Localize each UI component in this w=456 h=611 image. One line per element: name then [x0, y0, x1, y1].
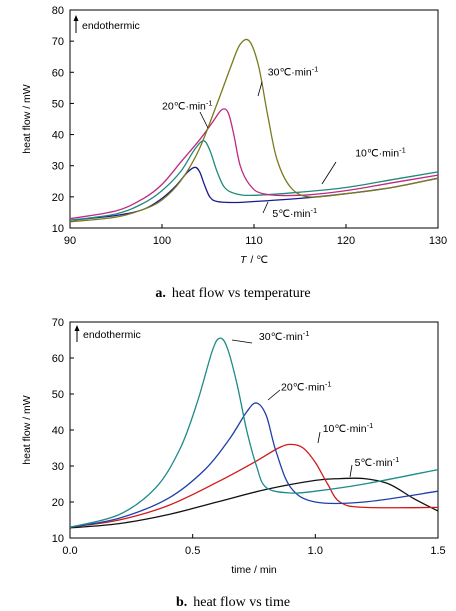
series-line-b-1	[69, 443, 439, 528]
x-axis-label-a: T / ℃	[240, 254, 268, 266]
series-line-a-2	[69, 108, 439, 220]
caption-a-prefix: a.	[155, 286, 166, 301]
x-tick-label: 120	[337, 235, 355, 247]
leader-line	[349, 464, 353, 478]
y-axis-label-a: heat flow / mW	[21, 84, 33, 154]
y-tick-label: 30	[52, 461, 64, 473]
curve-label-b-20: 20℃·min-1	[281, 379, 332, 393]
y-tick-label: 60	[52, 353, 64, 365]
series-line-b-0	[69, 477, 439, 529]
leader-line	[321, 161, 337, 185]
y-tick-label: 40	[52, 130, 64, 142]
y-tick-label: 20	[52, 192, 64, 204]
series-line-a-3	[69, 38, 439, 223]
x-axis-label-b: time / min	[231, 564, 277, 576]
x-tick-label: 1.0	[308, 545, 323, 557]
x-tick-label: 0.0	[62, 545, 77, 557]
y-axis-label-b: heat flow / mW	[21, 395, 33, 465]
y-tick-label: 40	[52, 425, 64, 437]
series-line-a-1	[69, 140, 439, 221]
y-tick-label: 30	[52, 161, 64, 173]
curve-label-a-5: 5℃·min-1	[272, 206, 317, 220]
x-axis-var-a: T	[240, 254, 248, 266]
leader-line	[262, 201, 269, 214]
y-tick-label: 50	[52, 98, 64, 110]
series-line-b-2	[69, 402, 439, 528]
caption-a-text: heat flow vs temperature	[172, 286, 311, 301]
leader-line	[317, 431, 321, 444]
caption-b-text: heat flow vs time	[193, 595, 290, 610]
curve-label-b-30: 30℃·min-1	[259, 329, 310, 343]
arrow-head-b	[74, 325, 80, 331]
curve-label-b-10: 10℃·min-1	[323, 421, 374, 435]
y-tick-label: 80	[52, 5, 64, 17]
leader-line	[199, 111, 209, 129]
x-tick-label: 0.5	[185, 545, 200, 557]
leader-line	[267, 389, 281, 401]
x-tick-label: 110	[245, 235, 263, 247]
endothermic-label-a: endothermic	[82, 20, 140, 32]
leader-line	[231, 339, 253, 344]
panel-b: 10 20 30 40 50 60 70 0.0 0.5 1.0 1.5 30℃·min-1 20℃·…	[21, 317, 446, 610]
x-tick-label: 1.5	[430, 545, 445, 557]
series-line-b-3	[69, 337, 439, 528]
y-tick-label: 10	[52, 223, 64, 235]
y-tick-label: 70	[52, 36, 64, 48]
curve-label-a-30: 30℃·min-1	[268, 64, 319, 78]
arrow-head-a	[73, 15, 79, 21]
x-tick-label: 100	[153, 235, 171, 247]
y-tick-label: 20	[52, 497, 64, 509]
plot-frame-b	[69, 321, 439, 539]
curve-label-b-5: 5℃·min-1	[355, 455, 400, 469]
curve-label-a-10: 10℃·min-1	[355, 145, 406, 159]
caption-a: a. heat flow vs temperature	[155, 286, 310, 301]
caption-b-prefix: b.	[176, 595, 187, 610]
x-tick-label: 130	[429, 235, 447, 247]
panel-a: 10 20 30 40 50 60 70 80 90 100 110 120 130 30℃·min-1…	[21, 5, 447, 301]
x-tick-label: 90	[64, 235, 76, 247]
y-tick-label: 50	[52, 389, 64, 401]
curve-label-a-20: 20℃·min-1	[162, 99, 213, 113]
endothermic-label-b: endothermic	[83, 329, 141, 341]
y-tick-label: 70	[52, 317, 64, 329]
y-tick-label: 60	[52, 67, 64, 79]
x-axis-unit-a: / ℃	[250, 254, 268, 266]
series-line-a-0	[69, 166, 439, 221]
caption-b: b. heat flow vs time	[176, 595, 290, 610]
leader-line	[257, 81, 263, 97]
y-tick-label: 10	[52, 533, 64, 545]
